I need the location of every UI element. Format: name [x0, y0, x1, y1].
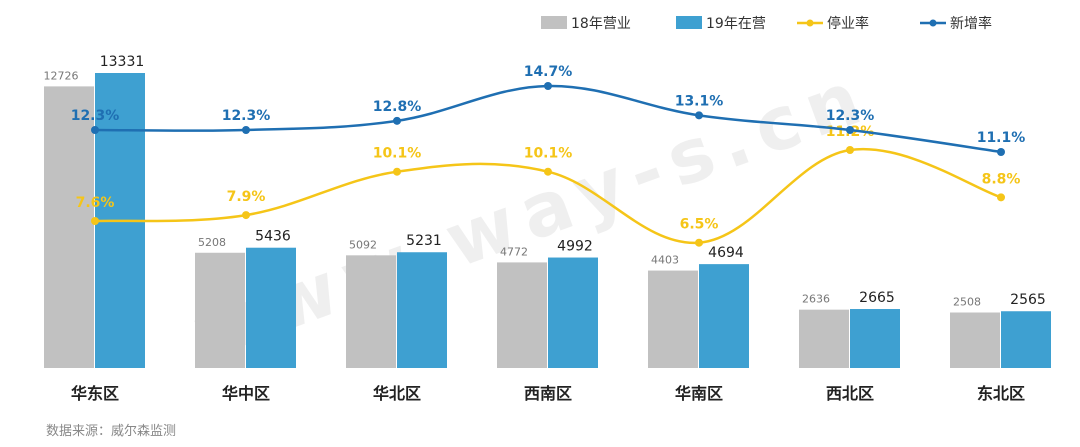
category-label-6: 东北区 [977, 384, 1025, 403]
bar-label-19-6: 2565 [1010, 292, 1046, 308]
legend-swatch-0 [541, 16, 567, 29]
category-label-0: 华东区 [71, 384, 119, 403]
bar-18-4 [648, 270, 698, 368]
point-label-closure-1: 7.9% [227, 189, 266, 205]
bar-18-5 [799, 309, 849, 368]
bar-label-18-2: 5092 [349, 238, 377, 251]
legend-label-2: 停业率 [827, 15, 869, 32]
legend-swatch-1 [676, 16, 702, 29]
point-closure-6 [997, 193, 1005, 202]
bar-label-19-5: 2665 [859, 290, 895, 306]
point-new-2 [393, 116, 401, 125]
point-closure-4 [695, 238, 703, 247]
bar-19-3 [548, 257, 598, 368]
bar-19-4 [699, 264, 749, 368]
point-new-0 [91, 126, 99, 134]
bar-label-18-0: 12726 [44, 69, 79, 82]
bar-label-19-4: 4694 [708, 245, 744, 261]
point-label-closure-3: 10.1% [524, 146, 573, 162]
bar-label-18-6: 2508 [953, 296, 981, 309]
bar-label-18-3: 4772 [500, 245, 528, 258]
bar-18-6 [950, 312, 1000, 368]
category-label-3: 西南区 [524, 384, 572, 403]
point-label-new-3: 14.7% [524, 64, 573, 80]
bar-label-19-2: 5231 [406, 233, 442, 249]
bar-19-1 [246, 247, 296, 368]
bar-18-0 [44, 86, 94, 368]
point-closure-3 [544, 167, 552, 176]
point-label-new-4: 13.1% [675, 93, 724, 109]
point-label-new-2: 12.8% [373, 99, 422, 115]
point-label-closure-6: 8.8% [982, 171, 1021, 187]
lines-layer: 7.6%7.9%10.1%10.1%6.5%11.2%8.8%12.3%12.3… [71, 64, 1026, 247]
point-label-closure-4: 6.5% [680, 217, 719, 233]
point-label-closure-0: 7.6% [76, 195, 115, 211]
point-new-6 [997, 148, 1005, 156]
legend-marker-2 [806, 19, 814, 27]
point-label-new-0: 12.3% [71, 108, 120, 124]
point-closure-2 [393, 167, 401, 176]
bar-label-19-1: 5436 [255, 229, 291, 245]
bar-label-19-0: 13331 [100, 54, 145, 70]
bar-18-2 [346, 255, 396, 368]
point-label-new-1: 12.3% [222, 108, 271, 124]
point-new-3 [544, 82, 552, 90]
legend-label-0: 18年营业 [571, 16, 631, 32]
category-label-5: 西北区 [826, 384, 874, 403]
point-new-5 [846, 126, 854, 134]
category-label-4: 华南区 [675, 384, 723, 403]
x-axis: 华东区 华中区 华北区 西南区 华南区 西北区 东北区 [71, 384, 1025, 403]
point-closure-5 [846, 146, 854, 154]
legend: 18年营业 19年在营 停业率 新增率 [541, 15, 992, 32]
point-label-new-6: 11.1% [977, 130, 1026, 146]
source-note: 数据来源：威尔森监测 [46, 424, 176, 439]
point-label-new-5: 12.3% [826, 108, 875, 124]
bar-18-3 [497, 262, 547, 368]
bar-label-18-5: 2636 [802, 293, 830, 306]
bar-label-19-3: 4992 [557, 239, 593, 255]
bar-19-5 [850, 309, 900, 368]
bar-18-1 [195, 252, 245, 368]
point-closure-1 [242, 211, 250, 220]
bar-label-18-1: 5208 [198, 236, 226, 249]
bar-19-2 [397, 252, 447, 368]
category-label-1: 华中区 [222, 384, 270, 403]
point-new-1 [242, 126, 250, 134]
category-label-2: 华北区 [373, 384, 421, 403]
legend-label-1: 19年在营 [706, 16, 766, 32]
bar-19-6 [1001, 311, 1051, 368]
legend-marker-3 [929, 19, 937, 27]
point-label-closure-2: 10.1% [373, 146, 422, 162]
point-new-4 [695, 111, 703, 120]
point-closure-0 [91, 217, 99, 225]
bar-label-18-4: 4403 [651, 254, 679, 267]
legend-label-3: 新增率 [950, 15, 992, 32]
